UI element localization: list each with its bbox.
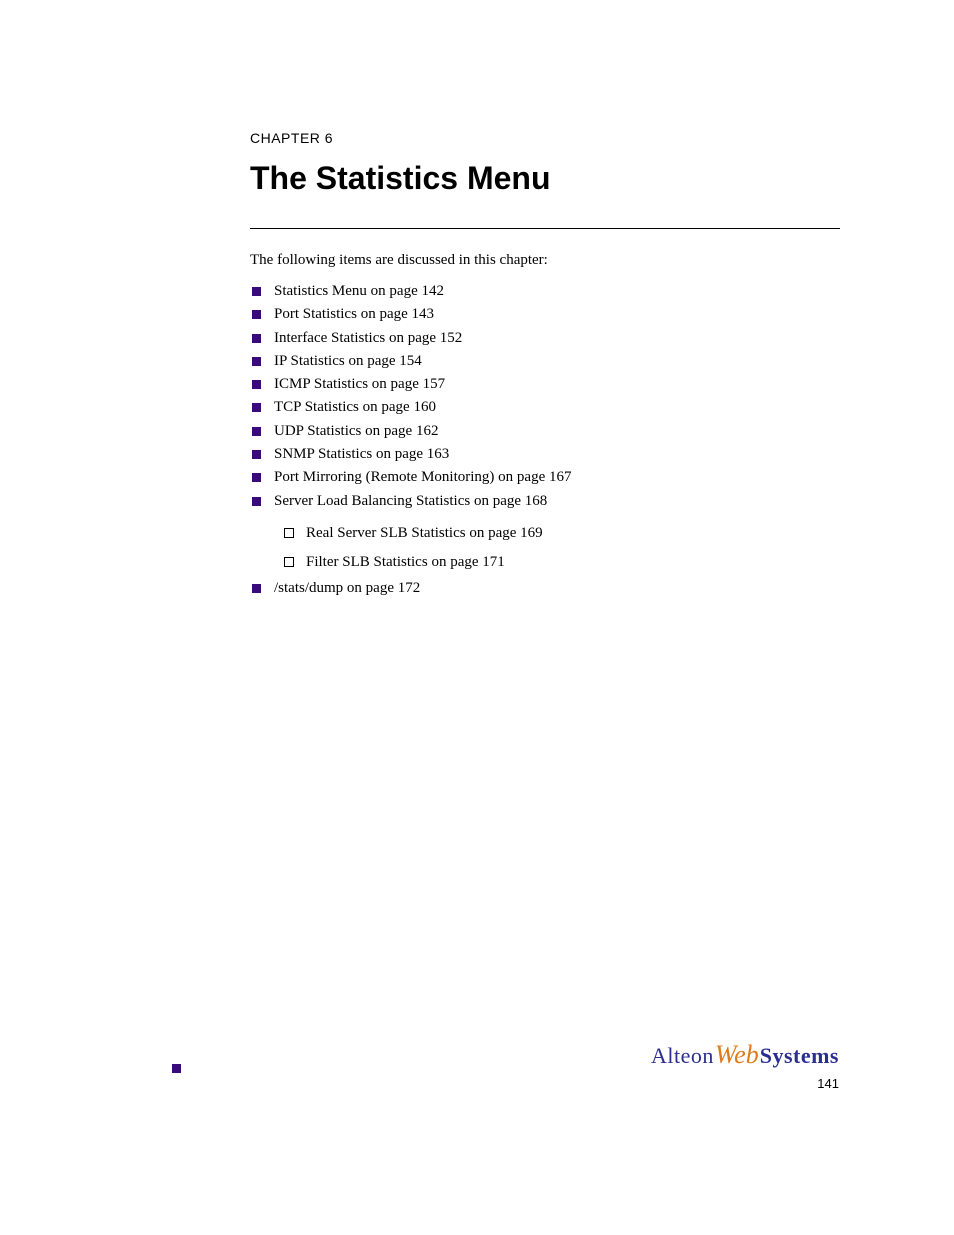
toc-item: Server Load Balancing Statistics on page… (250, 490, 840, 577)
toc-subitem: Filter SLB Statistics on page 171 (282, 548, 840, 577)
toc-item-pageref: on page 162 (365, 423, 438, 439)
logo-text-systems: Systems (760, 1043, 839, 1068)
toc-item-pageref: on page 168 (474, 493, 547, 509)
toc-item-text: TCP Statistics (274, 399, 359, 415)
chapter-title: The Statistics Menu (250, 160, 551, 197)
toc-item-text: ICMP Statistics (274, 376, 368, 392)
toc-item-text: SNMP Statistics (274, 446, 372, 462)
toc-item-pageref: on page 157 (372, 376, 445, 392)
toc-item: Port Statistics on page 143 (250, 303, 840, 326)
toc-item-pageref: on page 163 (376, 446, 449, 462)
horizontal-rule (250, 228, 840, 229)
toc-item-pageref: on page 152 (389, 330, 462, 346)
toc-item-pageref: on page 154 (348, 353, 421, 369)
toc-item: TCP Statistics on page 160 (250, 396, 840, 419)
toc-sublist: Real Server SLB Statistics on page 169 F… (282, 513, 840, 577)
toc-item: Interface Statistics on page 152 (250, 327, 840, 350)
logo-text-alteon: Alteon (651, 1043, 714, 1068)
footer-square-icon (172, 1064, 181, 1073)
toc-item-pageref: on page 160 (363, 399, 436, 415)
toc-subitem-text: Filter SLB Statistics (306, 554, 428, 570)
toc-subitem: Real Server SLB Statistics on page 169 (282, 519, 840, 548)
toc-item-text: Port Mirroring (Remote Monitoring) (274, 469, 494, 485)
toc-item: Statistics Menu on page 142 (250, 280, 840, 303)
toc-item: SNMP Statistics on page 163 (250, 443, 840, 466)
intro-text: The following items are discussed in thi… (250, 252, 548, 269)
toc-item-text: Interface Statistics (274, 330, 385, 346)
toc-item-pageref: on page 142 (371, 283, 444, 299)
toc-item: Port Mirroring (Remote Monitoring) on pa… (250, 466, 840, 489)
brand-logo: AlteonWebSystems (651, 1040, 839, 1070)
toc-item-pageref: on page 167 (498, 469, 571, 485)
toc-subitem-pageref: on page 169 (469, 525, 542, 541)
toc-item-pageref: on page 143 (361, 306, 434, 322)
toc-subitem-pageref: on page 171 (431, 554, 504, 570)
chapter-label: CHAPTER 6 (250, 130, 333, 146)
toc-item: ICMP Statistics on page 157 (250, 373, 840, 396)
toc-item-pageref: on page 172 (347, 580, 420, 596)
page: CHAPTER 6 The Statistics Menu The follow… (0, 0, 954, 1235)
toc-item: IP Statistics on page 154 (250, 350, 840, 373)
toc-subitem-text: Real Server SLB Statistics (306, 525, 466, 541)
toc-list: Statistics Menu on page 142 Port Statist… (250, 280, 840, 600)
toc-item: /stats/dump on page 172 (250, 577, 840, 600)
toc-item-text: Server Load Balancing Statistics (274, 493, 470, 509)
toc-item: UDP Statistics on page 162 (250, 420, 840, 443)
toc-item-text: Port Statistics (274, 306, 357, 322)
toc-item-text: IP Statistics (274, 353, 345, 369)
logo-text-web: Web (714, 1040, 760, 1069)
toc-item-text: Statistics Menu (274, 283, 367, 299)
toc-item-text: /stats/dump (274, 580, 343, 596)
page-number: 141 (817, 1076, 839, 1091)
toc-item-text: UDP Statistics (274, 423, 361, 439)
